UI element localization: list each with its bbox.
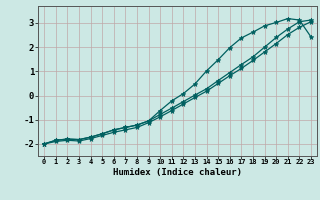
X-axis label: Humidex (Indice chaleur): Humidex (Indice chaleur) [113, 168, 242, 177]
